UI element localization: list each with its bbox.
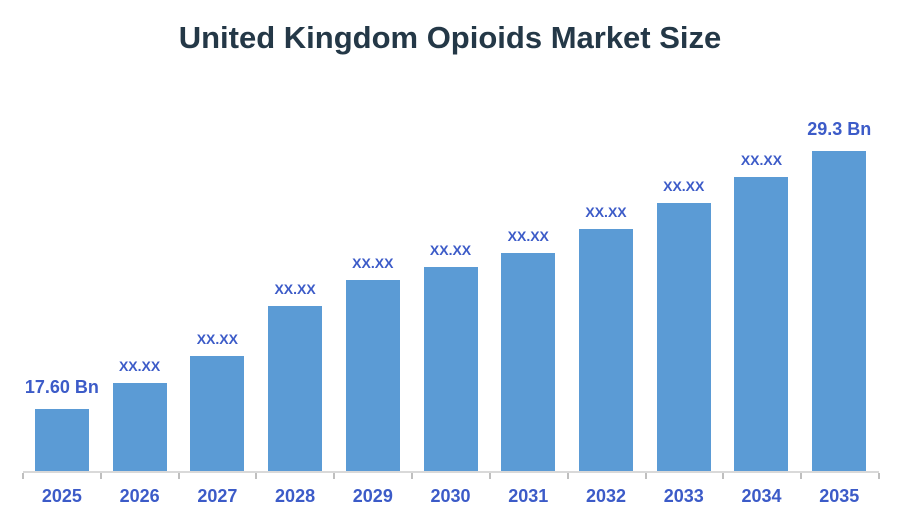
bar-2025 [34, 409, 89, 471]
axis-tick [177, 473, 180, 479]
bar-value-label-2032: XX.XX [585, 204, 627, 220]
x-axis-label-2034: 2034 [741, 486, 782, 506]
axis-tick [878, 473, 880, 479]
axis-tick [255, 473, 258, 479]
bar-group-2025: 17.60 Bn [23, 80, 101, 471]
x-axis-line [22, 471, 880, 479]
bar-2035 [812, 151, 867, 471]
bar-group-2026: XX.XX [101, 80, 179, 471]
bar-value-label-2028: XX.XX [274, 281, 316, 297]
axis-tick [22, 473, 24, 479]
axis-tick [644, 473, 647, 479]
x-axis-label-2025: 2025 [41, 486, 82, 506]
bar-value-label-2034: XX.XX [740, 152, 783, 168]
bar-group-2029: XX.XX [334, 80, 412, 471]
x-axis-labels: 2025 2026 2027 2028 2029 2030 2031 2032 2033 2034… [23, 486, 878, 507]
axis-tick [800, 473, 803, 479]
x-axis-label-2026: 2026 [119, 486, 160, 506]
bar-value-label-2035: 29.3 Bn [807, 119, 872, 139]
axis-tick [411, 473, 414, 479]
x-axis-label-2029: 2029 [352, 486, 393, 506]
x-axis-label-2027: 2027 [197, 486, 238, 506]
bar-group-2030: XX.XX [412, 80, 490, 471]
bar-value-label-2030: XX.XX [429, 242, 472, 258]
x-axis-label-2030: 2030 [430, 486, 471, 506]
bar-group-2035: 29.3 Bn [800, 80, 878, 471]
x-axis-label-2032: 2032 [585, 486, 627, 506]
axis-tick [333, 473, 336, 479]
chart-title: United Kingdom Opioids Market Size [178, 20, 722, 55]
bar-2028 [268, 306, 323, 471]
axis-tick [488, 473, 491, 479]
bar-value-label-2029: XX.XX [352, 255, 394, 271]
bar-value-label-2025: 17.60 Bn [24, 377, 99, 397]
x-axis-label-2031: 2031 [508, 486, 549, 506]
bar-2026 [112, 383, 167, 471]
axis-tick [722, 473, 725, 479]
plot-area: 17.60 Bn XX.XX XX.XX XX.XX XX.XX XX.XX XX.XX XX… [23, 80, 878, 471]
x-axis-label-2035: 2035 [819, 486, 860, 506]
bar-2034 [734, 177, 789, 471]
bar-group-2032: XX.XX [567, 80, 645, 471]
bar-2033 [656, 203, 711, 471]
bar-group-2028: XX.XX [256, 80, 334, 471]
bar-2032 [579, 229, 633, 471]
bar-group-2027: XX.XX [178, 80, 256, 471]
bar-group-2033: XX.XX [645, 80, 723, 471]
bar-2029 [345, 280, 400, 471]
bar-group-2034: XX.XX [723, 80, 801, 471]
x-axis-label-2028: 2028 [275, 486, 316, 506]
bar-value-label-2031: XX.XX [507, 228, 549, 244]
bar-2030 [423, 267, 478, 471]
bar-2031 [501, 253, 556, 471]
bar-group-2031: XX.XX [489, 80, 567, 471]
x-axis-label-2033: 2033 [663, 486, 704, 506]
bar-value-label-2027: XX.XX [196, 331, 238, 347]
axis-tick [566, 473, 569, 479]
bar-2027 [190, 356, 245, 471]
axis-tick [99, 473, 102, 479]
bar-value-label-2026: XX.XX [118, 358, 161, 374]
bar-value-label-2033: XX.XX [663, 178, 705, 194]
